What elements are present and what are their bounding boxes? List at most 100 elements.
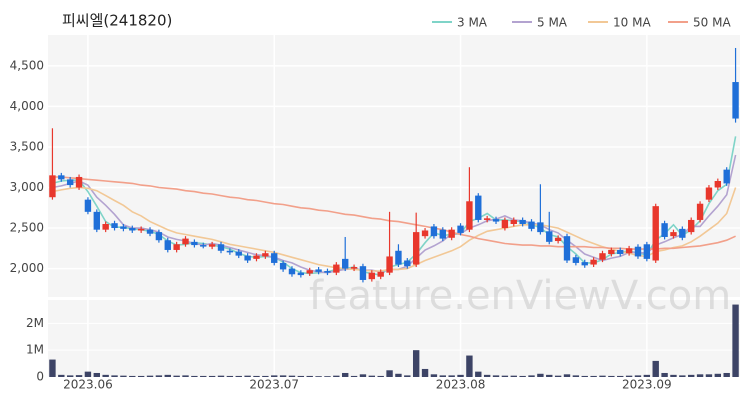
candle-body [155, 232, 163, 241]
volume-bar [129, 375, 136, 377]
volume-bar [634, 375, 642, 377]
candle-body [200, 245, 207, 247]
volume-bar [297, 375, 305, 377]
volume-bar [244, 375, 251, 377]
volume-bar [448, 375, 455, 377]
candle-body [49, 175, 56, 198]
volume-bar [208, 375, 216, 377]
candle-body [652, 206, 659, 261]
volume-bar [466, 355, 473, 377]
candle-body [705, 187, 713, 200]
candle-body [466, 201, 473, 230]
candle-body [137, 228, 145, 231]
ma-line [52, 176, 736, 250]
volume-bar [519, 375, 526, 377]
x-tick-label: 2023.09 [622, 378, 672, 392]
volume-bar [253, 375, 260, 377]
price-panel [48, 35, 740, 297]
volume-bar [590, 375, 597, 377]
volume-bar [599, 375, 606, 377]
volume-bar [510, 375, 517, 377]
volume-tick-label: 2M [26, 316, 44, 330]
volume-bar [732, 304, 739, 377]
volume-bar [235, 375, 242, 377]
candle-body [439, 229, 446, 239]
candle-body [271, 253, 278, 263]
candle-body [537, 222, 544, 233]
candle-body [732, 82, 739, 119]
volume-bar [670, 374, 677, 377]
candle-body [244, 255, 251, 261]
candle-body [688, 219, 695, 233]
legend-label: 10 MA [613, 16, 651, 30]
volume-bar [625, 375, 633, 377]
candle-body [519, 219, 526, 224]
candle-body [235, 251, 242, 256]
volume-bar [661, 372, 668, 377]
candle-body [342, 258, 349, 269]
volume-bar [66, 375, 74, 377]
volume-bar [262, 375, 269, 377]
volume-bar [84, 371, 92, 377]
candle-body [226, 250, 234, 253]
candle-body [395, 250, 402, 265]
candle-body [448, 229, 455, 238]
volume-bar [475, 371, 482, 377]
volume-bar [173, 375, 180, 377]
volume-bar [49, 359, 56, 377]
candle-body [634, 246, 642, 257]
volume-bar [430, 374, 438, 377]
y-tick-label: 4,000 [10, 99, 44, 113]
candle-body [563, 236, 571, 261]
candle-body [670, 232, 677, 237]
candle-body [599, 253, 606, 260]
candle-body [191, 241, 198, 246]
volume-bar [155, 375, 163, 377]
candle-body [483, 218, 491, 220]
candle-body [350, 266, 358, 269]
candle-body [679, 228, 686, 238]
chart-title: 피씨엘(241820) [62, 12, 172, 30]
candle-body [723, 169, 730, 184]
candle-body [75, 176, 83, 188]
candle-body [510, 219, 517, 224]
volume-bar [164, 374, 171, 377]
candle-body [93, 211, 100, 230]
candle-body [217, 244, 225, 251]
candle-body [572, 257, 580, 263]
candle-body [111, 223, 118, 229]
candle-body [288, 268, 296, 275]
candle-body [377, 271, 384, 277]
volume-bar [93, 372, 100, 377]
candle-body [643, 244, 651, 259]
volume-bar [705, 374, 713, 377]
y-tick-label: 2,000 [10, 261, 44, 275]
candle-body [66, 179, 74, 186]
candle-body [457, 225, 464, 233]
volume-bar [439, 375, 446, 377]
volume-bar [288, 375, 296, 377]
candle-body [581, 262, 588, 266]
candle-body [625, 248, 633, 254]
candle-body [333, 264, 340, 273]
volume-bar [572, 375, 580, 377]
x-tick-label: 2023.07 [249, 378, 299, 392]
volume-bar [350, 375, 358, 377]
volume-bar [111, 375, 118, 377]
volume-bar [421, 368, 429, 377]
y-tick-label: 3,000 [10, 180, 44, 194]
legend-label: 5 MA [537, 16, 568, 30]
volume-bar [492, 375, 500, 377]
volume-bar [75, 375, 83, 377]
volume-bar [395, 373, 402, 377]
candle-body [279, 262, 287, 270]
volume-bar [386, 370, 393, 377]
volume-bar [342, 372, 349, 377]
volume-bar [306, 375, 313, 377]
volume-bar [404, 375, 411, 377]
candle-body [182, 238, 189, 245]
volume-bar [501, 375, 509, 377]
volume-bar [279, 375, 287, 377]
candle-body [120, 226, 127, 229]
candle-body [208, 244, 216, 247]
